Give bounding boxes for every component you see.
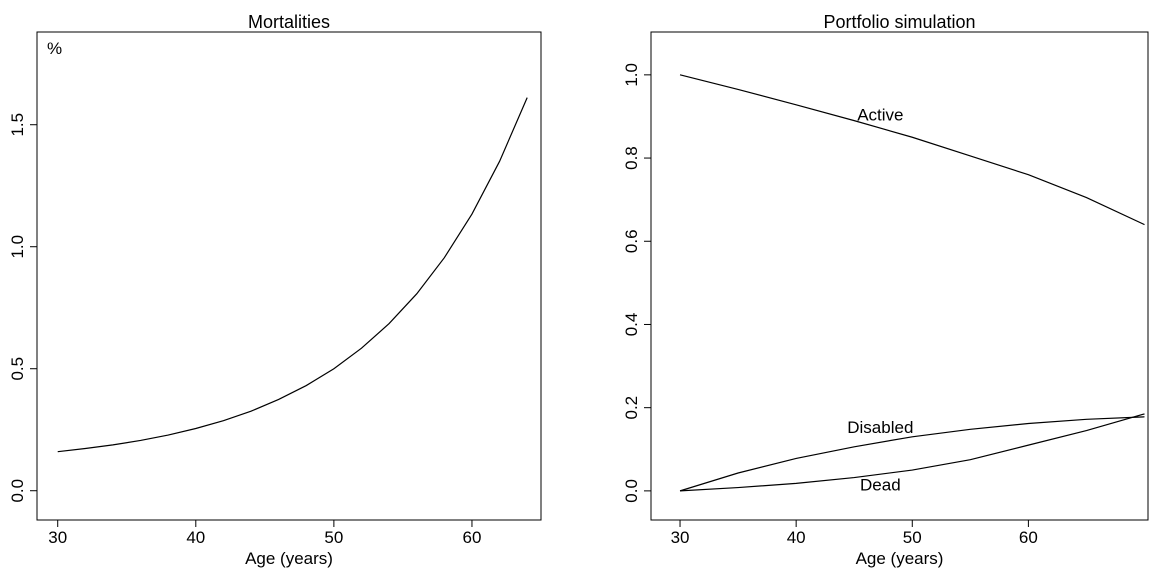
data-line <box>679 413 1145 492</box>
x-tick-label: 50 <box>324 528 343 547</box>
y-tick-label: 0.8 <box>622 146 641 170</box>
x-tick-label: 40 <box>787 528 806 547</box>
x-tick-label: 30 <box>48 528 67 547</box>
plot-frame <box>650 31 1149 521</box>
unit-annotation: % <box>47 39 62 58</box>
y-tick-label: 0.0 <box>8 479 27 503</box>
x-tick-label: 60 <box>462 528 481 547</box>
y-tick-label: 0.0 <box>622 479 641 503</box>
y-tick-label: 1.5 <box>8 113 27 137</box>
y-tick-label: 0.2 <box>622 396 641 420</box>
series-label: Disabled <box>847 418 913 437</box>
data-line <box>57 97 528 453</box>
y-tick-label: 0.6 <box>622 229 641 253</box>
y-tick-label: 0.5 <box>8 357 27 381</box>
x-tick-label: 30 <box>671 528 690 547</box>
chart-title: Portfolio simulation <box>823 12 975 32</box>
series-label: Active <box>857 106 903 125</box>
y-tick-label: 1.0 <box>8 235 27 259</box>
data-line <box>679 74 1145 226</box>
series-label: Dead <box>860 476 901 495</box>
y-tick-label: 1.0 <box>622 63 641 87</box>
x-axis-label: Age (years) <box>856 549 944 568</box>
chart-title: Mortalities <box>248 12 330 32</box>
x-tick-label: 50 <box>903 528 922 547</box>
x-tick-label: 40 <box>186 528 205 547</box>
x-tick-label: 60 <box>1019 528 1038 547</box>
data-line <box>679 416 1145 492</box>
x-axis-label: Age (years) <box>245 549 333 568</box>
plot-frame <box>36 31 542 521</box>
y-tick-label: 0.4 <box>622 313 641 337</box>
